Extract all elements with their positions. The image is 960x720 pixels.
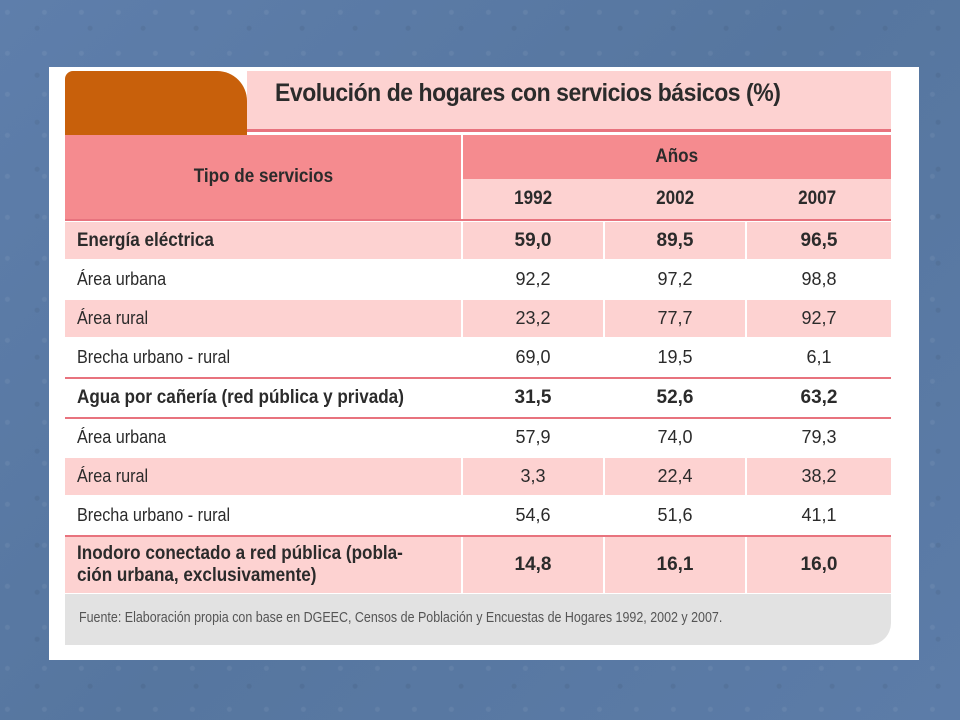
years-header: Años <box>655 146 699 167</box>
value-2007: 63,2 <box>800 386 838 408</box>
service-header-cell: Tipo de servicios <box>65 135 461 219</box>
value-2007: 98,8 <box>801 269 837 289</box>
table-header: Tipo de servicios Años 1992 2002 2007 <box>65 135 891 221</box>
years-header-cell: Años <box>463 135 891 179</box>
row-label: Brecha urbano - rural <box>77 347 231 367</box>
row-label: Inodoro conectado a red pública (pobla- … <box>65 537 461 593</box>
source-note: Fuente: Elaboración propia con base en D… <box>79 610 723 626</box>
value-1992: 92,2 <box>515 269 551 289</box>
row-label: Brecha urbano - rural <box>77 505 231 525</box>
value-1992: 59,0 <box>463 222 603 259</box>
year-header-2007: 2007 <box>797 188 837 209</box>
row-label: Área urbana <box>77 269 167 289</box>
source-footer: Fuente: Elaboración propia con base en D… <box>65 594 891 645</box>
row-label: Área urbana <box>77 427 167 447</box>
row-label: Energía eléctrica <box>65 222 461 259</box>
value-2002: 22,4 <box>605 458 745 495</box>
value-1992: 14,8 <box>463 537 603 593</box>
title-bar: Evolución de hogares con servicios básic… <box>247 71 891 132</box>
table-row: Área urbana 92,2 97,2 98,8 <box>65 260 891 299</box>
header-divider <box>65 219 891 221</box>
year-header-1992: 1992 <box>513 188 553 209</box>
table-row: Área urbana 57,9 74,0 79,3 <box>65 418 891 457</box>
table-row: Brecha urbano - rural 69,0 19,5 6,1 <box>65 338 891 377</box>
row-label: Área rural <box>65 458 461 495</box>
section-divider <box>65 377 891 379</box>
table-row-energia: Energía eléctrica 59,0 89,5 96,5 <box>65 221 891 260</box>
slide: Evolución de hogares con servicios básic… <box>49 67 919 660</box>
value-2002: 19,5 <box>657 347 693 367</box>
value-2002: 16,1 <box>605 537 745 593</box>
value-1992: 31,5 <box>514 386 552 408</box>
table-row-inodoro: Inodoro conectado a red pública (pobla- … <box>65 536 891 594</box>
value-2002: 74,0 <box>657 427 693 447</box>
value-2002: 97,2 <box>657 269 693 289</box>
value-1992: 57,9 <box>515 427 551 447</box>
row-label: Área rural <box>65 300 461 337</box>
value-1992: 54,6 <box>515 505 551 525</box>
value-2007: 79,3 <box>801 427 837 447</box>
value-2007: 16,0 <box>747 537 891 593</box>
table-row-agua: Agua por cañería (red pública y privada)… <box>65 378 891 417</box>
section-divider <box>65 417 891 419</box>
year-columns: 1992 2002 2007 <box>463 179 891 219</box>
table-row: Brecha urbano - rural 54,6 51,6 41,1 <box>65 496 891 535</box>
table-title: Evolución de hogares con servicios básic… <box>275 79 781 107</box>
section-divider <box>65 535 891 537</box>
value-1992: 23,2 <box>463 300 603 337</box>
table-row: Área rural 23,2 77,7 92,7 <box>65 299 891 338</box>
value-2007: 6,1 <box>806 347 832 367</box>
service-header: Tipo de servicios <box>193 166 333 187</box>
value-2002: 52,6 <box>656 386 694 408</box>
value-1992: 69,0 <box>515 347 551 367</box>
value-2002: 89,5 <box>605 222 745 259</box>
table-panel: Evolución de hogares con servicios básic… <box>65 71 891 645</box>
value-2007: 41,1 <box>801 505 837 525</box>
value-2002: 77,7 <box>605 300 745 337</box>
row-label: Agua por cañería (red pública y privada) <box>77 386 404 408</box>
table-row: Área rural 3,3 22,4 38,2 <box>65 457 891 496</box>
year-header-2002: 2002 <box>655 188 695 209</box>
orange-tab <box>65 71 247 135</box>
value-2007: 92,7 <box>747 300 891 337</box>
value-2002: 51,6 <box>657 505 693 525</box>
value-2007: 38,2 <box>747 458 891 495</box>
value-1992: 3,3 <box>463 458 603 495</box>
value-2007: 96,5 <box>747 222 891 259</box>
